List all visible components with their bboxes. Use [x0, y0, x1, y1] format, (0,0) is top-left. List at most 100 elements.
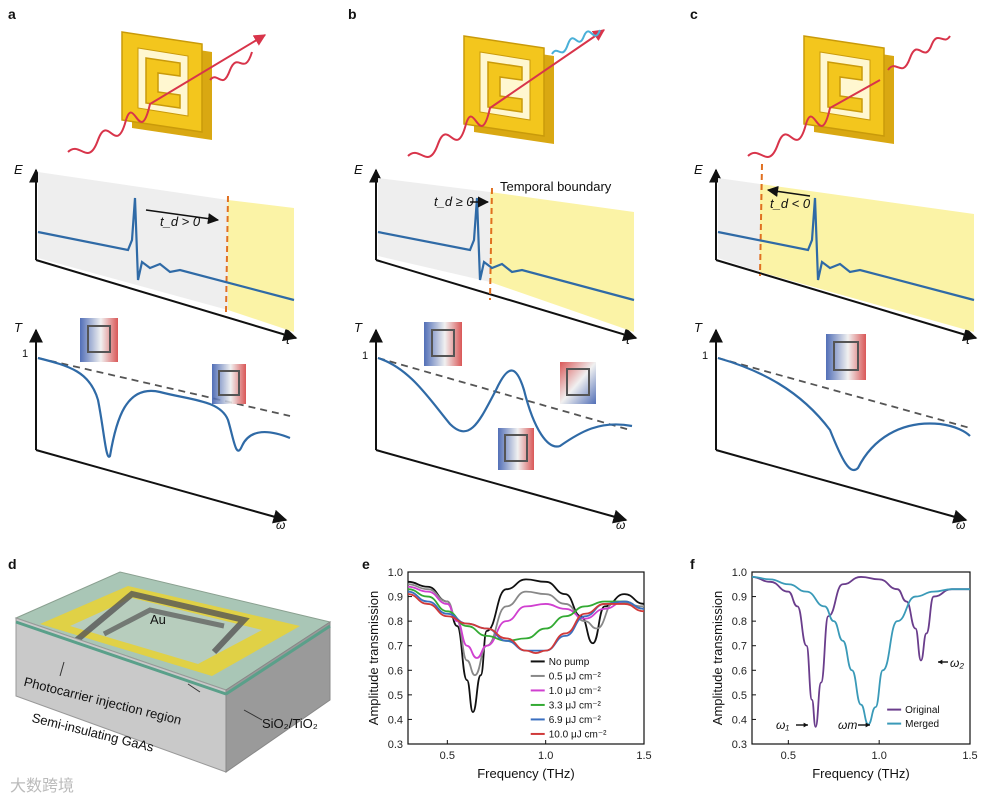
legend-entry: 3.3 μJ cm⁻² [549, 700, 602, 711]
gold-resonator-c [803, 35, 894, 144]
x-tick-label: 0.5 [440, 750, 455, 762]
e-axis-label-c: E [694, 162, 703, 177]
e-trace-b [377, 197, 635, 302]
x-tick-label: 1.5 [962, 750, 977, 762]
t-axis-label-c: t [966, 332, 970, 347]
legend-entry: Original [905, 705, 939, 716]
pulse-wave-b [407, 29, 605, 158]
y-tick-label: 0.5 [732, 690, 747, 702]
legend-entry: Merged [905, 719, 939, 730]
series-line [407, 578, 645, 713]
y-tick-label: 0.6 [388, 665, 403, 677]
temporal-boundary-label: Temporal boundary [500, 179, 612, 194]
y-tick-label: 0.4 [388, 714, 403, 726]
panel-label-b: b [348, 6, 357, 22]
schematic-panels [29, 29, 978, 524]
e-trace-c [717, 197, 975, 302]
one-label-a: 1 [22, 348, 29, 360]
au-label: Au [150, 612, 166, 627]
y-tick-label: 0.8 [388, 616, 403, 628]
omega-2-label: ω₂ [950, 656, 964, 670]
y-tick-label: 0.8 [732, 616, 747, 628]
y-axis-label: Amplitude transmission [710, 591, 725, 725]
gold-resonator-a [121, 31, 212, 140]
y-tick-label: 0.9 [388, 592, 403, 604]
device-schematic [14, 571, 332, 773]
converted-wave-b [551, 29, 601, 55]
e-axis-label-b: E [354, 162, 363, 177]
y-tick-label: 0.3 [388, 739, 403, 751]
y-tick-label: 0.7 [732, 641, 747, 653]
td-annotation-b: t_d ≥ 0 [434, 194, 474, 209]
legend-entry: 10.0 μJ cm⁻² [549, 729, 607, 740]
x-tick-label: 0.5 [781, 750, 796, 762]
srr-field-icon [826, 334, 866, 380]
plot-frame [407, 571, 645, 745]
series-line [407, 593, 645, 654]
y-tick-label: 0.7 [388, 641, 403, 653]
x-tick-label: 1.0 [872, 750, 887, 762]
t-axis-label-a: t [286, 332, 290, 347]
series-line [751, 576, 970, 728]
y-tick-label: 0.5 [388, 690, 403, 702]
one-label-b: 1 [362, 350, 369, 362]
t-trace-c [717, 356, 971, 471]
panel-label-a: a [8, 6, 16, 22]
series-line [407, 583, 645, 677]
watermark: 大数跨境 [10, 778, 75, 795]
t-trace-b [377, 356, 633, 448]
panel-a [29, 31, 298, 524]
y-tick-label: 0.9 [732, 592, 747, 604]
pulse-wave-c [747, 79, 881, 158]
y-axis-label: Amplitude transmission [366, 591, 381, 725]
omega-m-label: ωm [838, 718, 858, 732]
x-axis-label: Frequency (THz) [812, 766, 910, 781]
panel-b [369, 29, 638, 524]
y-tick-label: 0.6 [732, 665, 747, 677]
one-label-c: 1 [702, 350, 709, 362]
y-tick-label: 0.4 [732, 714, 747, 726]
legend-entry: 6.9 μJ cm⁻² [549, 715, 602, 726]
pulse-wave-a [67, 34, 267, 154]
e-trace-a [37, 197, 295, 302]
y-tick-label: 1.0 [388, 567, 403, 579]
series-line [407, 588, 645, 642]
omega-label-b: ω [616, 518, 626, 532]
td-annotation-a: t_d > 0 [160, 214, 201, 229]
y-tick-label: 0.3 [732, 739, 747, 751]
panel-label-d: d [8, 556, 17, 572]
T-axis-label-c: T [694, 320, 702, 335]
legend-entry: 1.0 μJ cm⁻² [549, 686, 602, 697]
y-tick-label: 1.0 [732, 567, 747, 579]
marker-arrowhead [938, 659, 943, 665]
x-tick-label: 1.0 [538, 750, 553, 762]
e-axis-label-a: E [14, 162, 23, 177]
legend-entry: 0.5 μJ cm⁻² [549, 671, 602, 682]
marker-arrowhead [803, 722, 808, 728]
oxide-label: SiO₂/TiO₂ [262, 716, 318, 731]
gold-resonator-b [463, 35, 554, 144]
chart-f: 0.3 0.4 0.5 0.6 0.7 0.8 0.9 1.0 0.5 1.0 1.5 Frequen… [710, 567, 978, 781]
t-trace-a [37, 356, 291, 458]
omega-1-label: ω₁ [776, 718, 790, 732]
x-axis-label: Frequency (THz) [477, 766, 575, 781]
T-axis-label-b: T [354, 320, 362, 335]
x-tick-label: 1.5 [636, 750, 651, 762]
T-axis-label-a: T [14, 320, 22, 335]
srr-field-icon [424, 322, 462, 366]
legend-entry: No pump [549, 657, 590, 668]
plot-frame [751, 571, 971, 745]
series-line [407, 585, 645, 659]
td-annotation-c: t_d < 0 [770, 196, 811, 211]
omega-label-a: ω [276, 518, 286, 532]
panel-label-f: f [690, 556, 695, 572]
panel-c [709, 35, 978, 524]
srr-field-icon [80, 318, 118, 362]
panel-label-c: c [690, 6, 698, 22]
panel-label-e: e [362, 556, 370, 572]
t-axis-label-b: t [626, 332, 630, 347]
chart-e: 0.3 0.4 0.5 0.6 0.7 0.8 0.9 1.0 0.5 1.0 1.5 Frequen… [366, 567, 652, 781]
omega-label-c: ω [956, 518, 966, 532]
marker-arrowhead [865, 722, 870, 728]
series-line [751, 576, 970, 726]
